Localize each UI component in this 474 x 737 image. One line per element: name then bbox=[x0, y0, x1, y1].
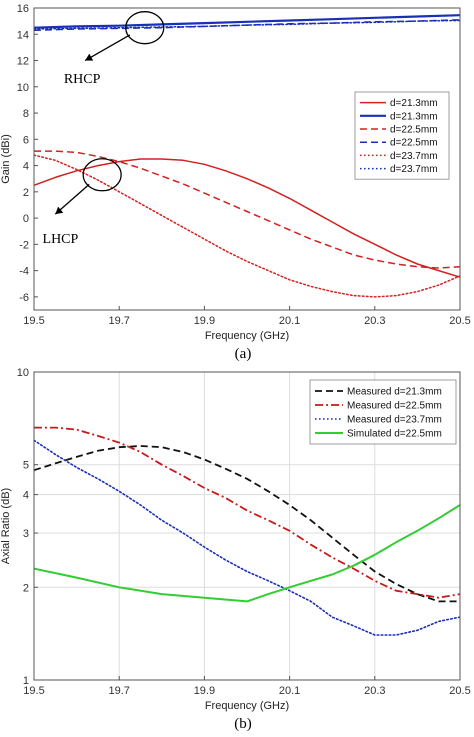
y-tick-label: 6 bbox=[23, 134, 29, 146]
x-tick-label: 19.5 bbox=[23, 315, 44, 327]
annotation-ellipse-1 bbox=[82, 158, 122, 192]
x-tick-label: 19.7 bbox=[108, 315, 129, 327]
x-tick-label: 20.3 bbox=[364, 685, 385, 697]
annotation-arrowhead-0 bbox=[85, 53, 94, 61]
figure-caption: (a) bbox=[235, 346, 252, 362]
series-line-2 bbox=[34, 439, 460, 636]
legend-label-2: d=22.5mm bbox=[390, 125, 438, 136]
y-tick-label: 16 bbox=[17, 3, 29, 15]
figure-caption: (b) bbox=[234, 716, 252, 732]
x-tick-label: 20.3 bbox=[364, 315, 385, 327]
x-axis-label: Frequency (GHz) bbox=[205, 700, 289, 712]
legend-label-3: Simulated d=22.5mm bbox=[347, 429, 442, 440]
y-tick-label: 10 bbox=[17, 367, 29, 379]
axes-frame bbox=[33, 7, 461, 311]
y-tick-label: -2 bbox=[19, 239, 29, 251]
x-tick-label: 20.5 bbox=[449, 315, 470, 327]
x-tick-label: 20.5 bbox=[449, 685, 470, 697]
y-tick-label: 2 bbox=[23, 582, 29, 594]
y-tick-label: 10 bbox=[17, 82, 29, 94]
y-axis-label: Gain (dBi) bbox=[0, 134, 12, 184]
y-tick-label: 4 bbox=[23, 161, 29, 173]
legend-label-3: d=22.5mm bbox=[390, 138, 438, 149]
annotation-arrowhead-1 bbox=[55, 206, 64, 215]
y-tick-label: 8 bbox=[23, 108, 29, 120]
x-tick-label: 19.9 bbox=[194, 315, 215, 327]
y-tick-label: -6 bbox=[19, 292, 29, 304]
series-line-5 bbox=[34, 19, 460, 30]
annotation-ellipse-0 bbox=[125, 11, 165, 45]
x-tick-label: 20.1 bbox=[279, 315, 300, 327]
annotation-label-1: LHCP bbox=[43, 232, 79, 247]
y-tick-label: 2 bbox=[23, 187, 29, 199]
series-group bbox=[34, 14, 460, 298]
legend-box bbox=[354, 91, 450, 180]
y-tick-label: 1 bbox=[23, 675, 29, 687]
series-line-0 bbox=[34, 158, 460, 278]
x-tick-label: 19.5 bbox=[23, 685, 44, 697]
legend-label-5: d=23.7mm bbox=[390, 164, 438, 175]
y-tick-label: 12 bbox=[17, 56, 29, 68]
legend-label-0: Measured d=21.3mm bbox=[347, 387, 442, 398]
legend-label-4: d=23.7mm bbox=[390, 151, 438, 162]
y-tick-label: 4 bbox=[23, 490, 29, 502]
x-tick-label: 19.9 bbox=[194, 685, 215, 697]
legend-label-1: Measured d=22.5mm bbox=[347, 401, 442, 412]
annotation-label-0: RHCP bbox=[64, 72, 101, 87]
y-tick-label: 5 bbox=[23, 460, 29, 472]
series-line-1 bbox=[34, 14, 460, 29]
legend-label-1: d=21.3mm bbox=[390, 111, 438, 122]
x-tick-label: 19.7 bbox=[108, 685, 129, 697]
annotation-arrow-1 bbox=[54, 183, 90, 215]
series-line-3 bbox=[34, 504, 460, 603]
axes-frame bbox=[33, 371, 461, 681]
y-tick-label: 14 bbox=[17, 29, 29, 41]
x-axis-label: Frequency (GHz) bbox=[205, 330, 289, 342]
chart-b: 19.5 19.7 19.9 20.1 20.3 20.5 1 2 3 4 5 10 Frequency… bbox=[0, 367, 471, 732]
annotation-arrow-0 bbox=[84, 34, 131, 62]
series-line-0 bbox=[34, 445, 460, 603]
legend-label-0: d=21.3mm bbox=[390, 98, 438, 109]
y-tick-label: -4 bbox=[19, 266, 29, 278]
series-line-1 bbox=[34, 426, 460, 599]
series-line-4 bbox=[34, 154, 460, 298]
series-group bbox=[34, 426, 460, 636]
legend-label-2: Measured d=23.7mm bbox=[347, 415, 442, 426]
y-tick-label: 3 bbox=[23, 528, 29, 540]
y-axis-label: Axial Ratio (dB) bbox=[0, 488, 12, 564]
chart-a: 19.5 19.7 19.9 20.1 20.3 20.5 -6 -4 -2 0 2 4 6 8 10 12 1… bbox=[0, 3, 471, 362]
y-tick-label: 0 bbox=[23, 213, 29, 225]
x-tick-label: 20.1 bbox=[279, 685, 300, 697]
series-line-2 bbox=[34, 150, 460, 269]
